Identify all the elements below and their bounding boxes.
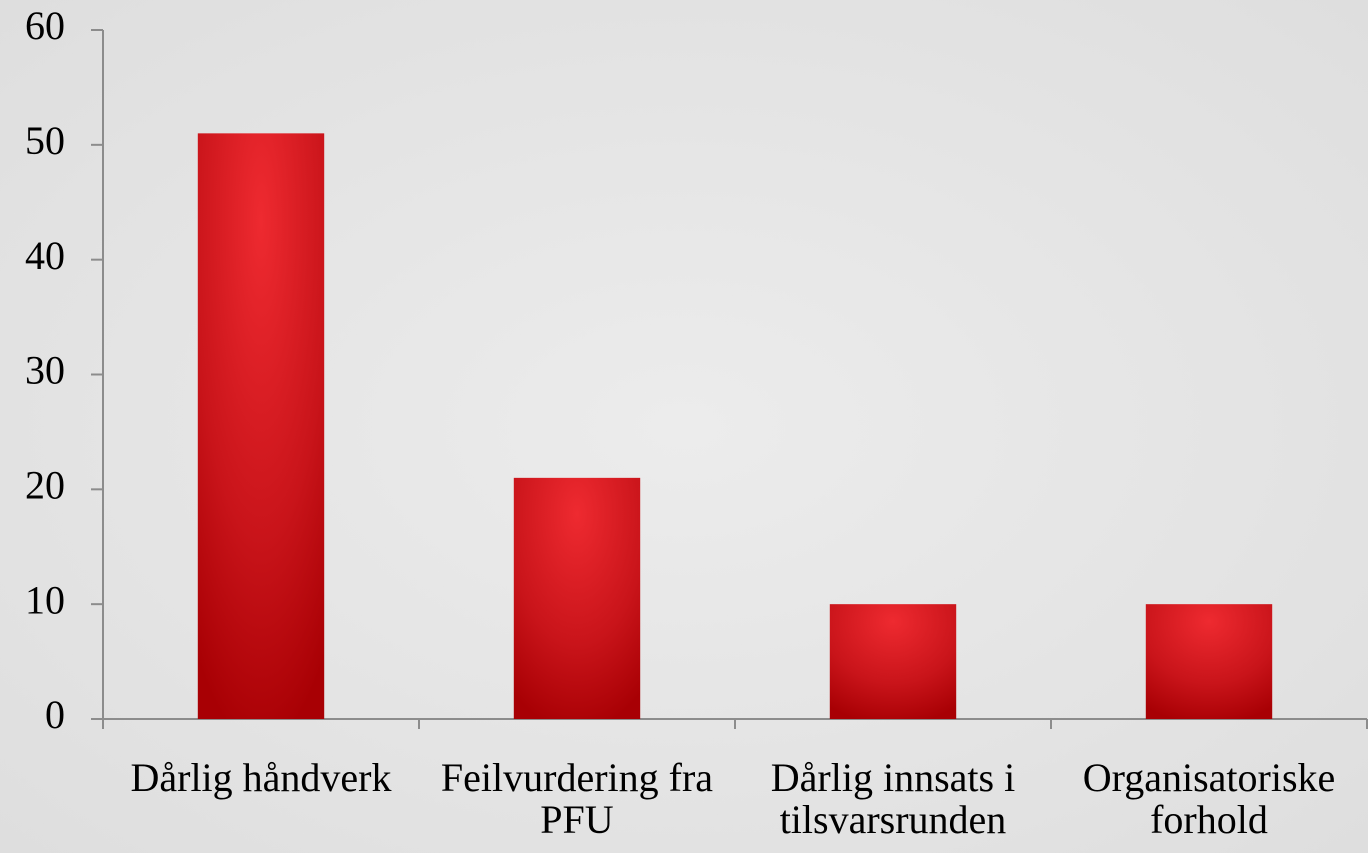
x-tick-label: Dårlig innsats i tilsvarsrunden xyxy=(770,755,1016,842)
y-tick-label: 0 xyxy=(45,692,65,737)
x-tick-label: Organisatoriske forhold xyxy=(1082,755,1336,842)
y-tick-label: 50 xyxy=(25,118,65,163)
y-tick-label: 30 xyxy=(25,348,65,393)
y-tick-label: 40 xyxy=(25,233,65,278)
bar xyxy=(1145,604,1273,719)
x-tick-label: Feilvurdering fra PFU xyxy=(440,755,714,842)
y-tick-label: 10 xyxy=(25,577,65,622)
bar xyxy=(513,477,641,719)
y-tick-label: 20 xyxy=(25,463,65,508)
bar xyxy=(197,133,325,720)
bar xyxy=(829,604,957,719)
x-tick-label: Dårlig håndverk xyxy=(130,755,392,800)
y-tick-label: 60 xyxy=(25,3,65,48)
